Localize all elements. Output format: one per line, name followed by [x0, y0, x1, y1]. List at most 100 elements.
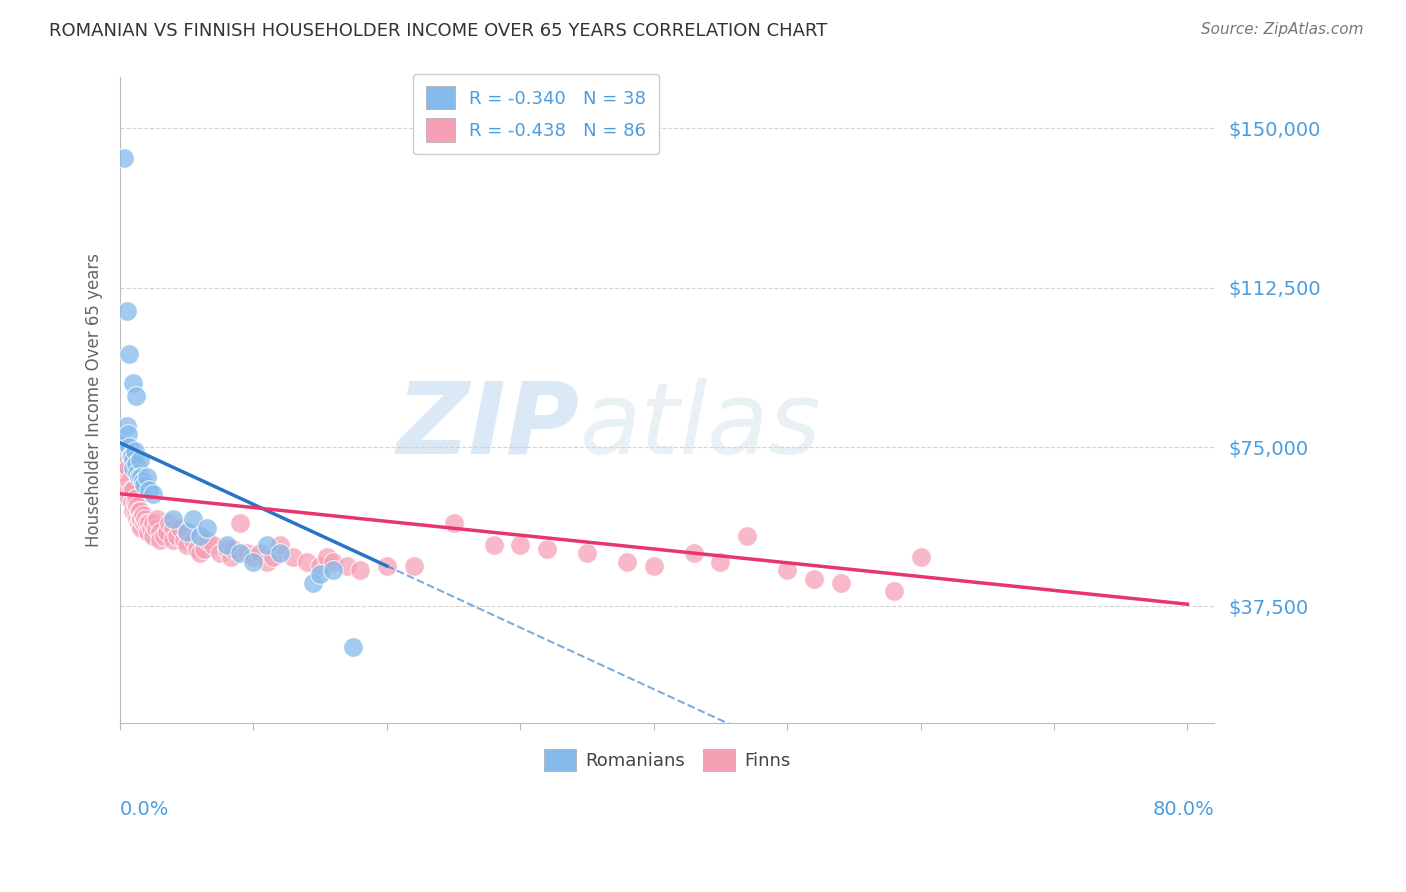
Point	[830, 576, 852, 591]
Point	[112, 469, 135, 483]
Point	[643, 558, 665, 573]
Point	[309, 558, 332, 573]
Point	[169, 521, 191, 535]
Point	[131, 521, 153, 535]
Point	[509, 538, 531, 552]
Point	[209, 546, 232, 560]
Point	[115, 304, 138, 318]
Point	[162, 512, 184, 526]
Point	[122, 452, 145, 467]
Point	[149, 524, 172, 539]
Point	[283, 550, 305, 565]
Point	[342, 640, 364, 654]
Point	[482, 538, 505, 552]
Point	[156, 524, 179, 539]
Point	[262, 550, 284, 565]
Point	[112, 435, 135, 450]
Point	[295, 555, 318, 569]
Point	[188, 529, 211, 543]
Point	[129, 512, 152, 526]
Text: 80.0%: 80.0%	[1153, 799, 1215, 819]
Text: 0.0%: 0.0%	[120, 799, 169, 819]
Point	[115, 418, 138, 433]
Point	[322, 563, 344, 577]
Text: ROMANIAN VS FINNISH HOUSEHOLDER INCOME OVER 65 YEARS CORRELATION CHART: ROMANIAN VS FINNISH HOUSEHOLDER INCOME O…	[49, 22, 828, 40]
Point	[222, 541, 245, 556]
Point	[138, 483, 160, 497]
Point	[195, 533, 218, 548]
Point	[315, 550, 337, 565]
Point	[132, 516, 155, 531]
Point	[776, 563, 799, 577]
Point	[242, 550, 264, 565]
Point	[139, 521, 162, 535]
Point	[157, 516, 180, 531]
Point	[114, 457, 136, 471]
Point	[336, 558, 359, 573]
Point	[118, 491, 141, 505]
Point	[229, 516, 252, 531]
Point	[162, 533, 184, 548]
Point	[256, 555, 278, 569]
Point	[402, 558, 425, 573]
Text: atlas: atlas	[579, 377, 821, 475]
Point	[242, 555, 264, 569]
Point	[188, 529, 211, 543]
Point	[910, 550, 932, 565]
Point	[125, 504, 148, 518]
Point	[127, 512, 149, 526]
Point	[166, 529, 188, 543]
Point	[183, 512, 205, 526]
Point	[322, 555, 344, 569]
Point	[576, 546, 599, 560]
Point	[135, 469, 157, 483]
Point	[153, 529, 176, 543]
Point	[229, 546, 252, 560]
Point	[125, 491, 148, 505]
Point	[309, 567, 332, 582]
Point	[142, 529, 165, 543]
Point	[112, 151, 135, 165]
Point	[193, 541, 215, 556]
Point	[142, 516, 165, 531]
Point	[709, 555, 731, 569]
Point	[195, 521, 218, 535]
Legend: Romanians, Finns: Romanians, Finns	[536, 742, 797, 779]
Point	[134, 512, 156, 526]
Point	[122, 504, 145, 518]
Point	[215, 541, 238, 556]
Point	[131, 474, 153, 488]
Point	[115, 483, 138, 497]
Point	[302, 576, 325, 591]
Point	[131, 512, 153, 526]
Point	[122, 461, 145, 475]
Point	[128, 504, 150, 518]
Point	[269, 538, 291, 552]
Point	[121, 449, 143, 463]
Point	[616, 555, 638, 569]
Point	[125, 389, 148, 403]
Point	[138, 516, 160, 531]
Point	[120, 483, 142, 497]
Point	[235, 546, 257, 560]
Point	[129, 504, 152, 518]
Point	[803, 572, 825, 586]
Point	[127, 466, 149, 480]
Point	[132, 478, 155, 492]
Point	[269, 546, 291, 560]
Point	[256, 538, 278, 552]
Point	[173, 533, 195, 548]
Point	[349, 563, 371, 577]
Point	[117, 427, 139, 442]
Point	[183, 533, 205, 548]
Point	[121, 495, 143, 509]
Point	[128, 469, 150, 483]
Point	[536, 541, 558, 556]
Point	[682, 546, 704, 560]
Point	[735, 529, 758, 543]
Point	[127, 500, 149, 514]
Point	[162, 521, 184, 535]
Y-axis label: Householder Income Over 65 years: Householder Income Over 65 years	[86, 253, 103, 548]
Point	[125, 457, 148, 471]
Point	[219, 550, 242, 565]
